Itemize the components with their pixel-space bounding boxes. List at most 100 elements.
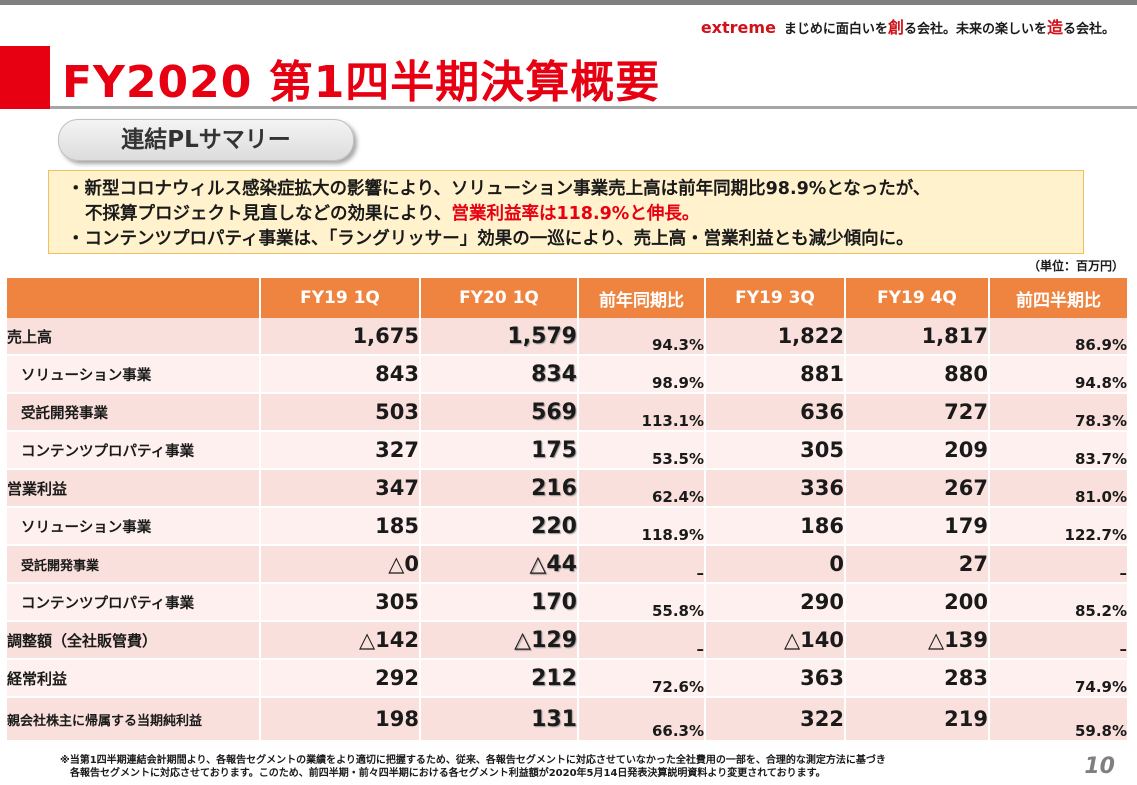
cell-value: △129: [421, 622, 579, 660]
row-label: コンテンツプロパティ事業: [7, 432, 261, 470]
cell-percent: 94.3%: [579, 318, 706, 356]
row-label: 調整額（全社販管費）: [7, 622, 261, 660]
cell-value: 185: [261, 508, 421, 546]
header-qoq: 前四半期比: [990, 278, 1129, 318]
brand-tagline: extreme まじめに面白いを創る会社。未来の楽しいを造る会社。: [701, 14, 1115, 38]
cell-percent: 78.3%: [990, 394, 1129, 432]
pl-summary-table: FY19 1Q FY20 1Q 前年同期比 FY19 3Q FY19 4Q 前四…: [7, 278, 1129, 742]
cell-value: 216: [421, 470, 579, 508]
table-row: ソリューション事業 843 834 98.9% 881 880 94.8%: [7, 356, 1129, 394]
cell-value: 170: [421, 584, 579, 622]
cell-value: 336: [706, 470, 846, 508]
cell-value: 131: [421, 698, 579, 742]
header-fy19-1q: FY19 1Q: [261, 278, 421, 318]
row-label: 受託開発事業: [7, 546, 261, 584]
cell-value: 1,579: [421, 318, 579, 356]
row-label: 営業利益: [7, 470, 261, 508]
table-row: 営業利益 347 216 62.4% 336 267 81.0%: [7, 470, 1129, 508]
cell-percent: –: [579, 622, 706, 660]
row-label: 経常利益: [7, 660, 261, 698]
cell-percent: 74.9%: [990, 660, 1129, 698]
cell-value: 283: [846, 660, 990, 698]
callout-line-3: ・コンテンツプロパティ事業は、「ラングリッサー」効果の一巡により、売上高・営業利…: [67, 229, 914, 249]
cell-value: 200: [846, 584, 990, 622]
cell-value: 220: [421, 508, 579, 546]
callout-line-2: 不採算プロジェクト見直しなどの効果により、営業利益率は118.9%と伸長。: [67, 202, 1083, 227]
cell-percent: 98.9%: [579, 356, 706, 394]
cell-percent: 53.5%: [579, 432, 706, 470]
table-row: 売上高 1,675 1,579 94.3% 1,822 1,817 86.9%: [7, 318, 1129, 356]
cell-value: 322: [706, 698, 846, 742]
cell-percent: 94.8%: [990, 356, 1129, 394]
header-fy20-1q: FY20 1Q: [421, 278, 579, 318]
cell-value: △139: [846, 622, 990, 660]
cell-value: 834: [421, 356, 579, 394]
table-row: コンテンツプロパティ事業 327 175 53.5% 305 209 83.7%: [7, 432, 1129, 470]
cell-value: 0: [706, 546, 846, 584]
row-label: 受託開発事業: [7, 394, 261, 432]
cell-value: 212: [421, 660, 579, 698]
cell-value: 636: [706, 394, 846, 432]
cell-value: 503: [261, 394, 421, 432]
cell-value: △142: [261, 622, 421, 660]
cell-percent: 122.7%: [990, 508, 1129, 546]
footnote: ※当第1四半期連結会計期間より、各報告セグメントの業績をより適切に把握するため、…: [60, 754, 886, 780]
cell-value: 881: [706, 356, 846, 394]
header-fy19-4q: FY19 4Q: [846, 278, 990, 318]
cell-value: 1,675: [261, 318, 421, 356]
cell-value: 179: [846, 508, 990, 546]
cell-percent: –: [579, 546, 706, 584]
row-label: 売上高: [7, 318, 261, 356]
cell-value: 175: [421, 432, 579, 470]
page-title: FY2020 第1四半期決算概要: [62, 57, 661, 108]
tagline-highlight-2: 造: [1046, 18, 1063, 37]
header-yoy: 前年同期比: [579, 278, 706, 318]
callout-highlight: 営業利益率は118.9%と伸長。: [451, 204, 700, 224]
row-label: コンテンツプロパティ事業: [7, 584, 261, 622]
cell-value: 186: [706, 508, 846, 546]
callout-line-1: ・新型コロナウィルス感染症拡大の影響により、ソリューション事業売上高は前年同期比…: [67, 179, 931, 199]
cell-value: 290: [706, 584, 846, 622]
cell-value: 569: [421, 394, 579, 432]
title-underline: [50, 106, 1137, 109]
header-blank: [7, 278, 261, 318]
cell-value: 347: [261, 470, 421, 508]
tagline-part-a: まじめに面白いを: [783, 22, 888, 37]
title-accent-block: [0, 46, 50, 109]
cell-percent: 66.3%: [579, 698, 706, 742]
table-row: 親会社株主に帰属する当期純利益 198 131 66.3% 322 219 59…: [7, 698, 1129, 742]
table-row: コンテンツプロパティ事業 305 170 55.8% 290 200 85.2%: [7, 584, 1129, 622]
table-row: ソリューション事業 185 220 118.9% 186 179 122.7%: [7, 508, 1129, 546]
cell-percent: 118.9%: [579, 508, 706, 546]
cell-percent: 62.4%: [579, 470, 706, 508]
cell-value: 292: [261, 660, 421, 698]
cell-value: △44: [421, 546, 579, 584]
cell-percent: 81.0%: [990, 470, 1129, 508]
cell-value: 305: [706, 432, 846, 470]
section-label: 連結PLサマリー: [58, 119, 354, 161]
cell-value: 1,817: [846, 318, 990, 356]
top-divider: [0, 0, 1137, 5]
cell-percent: 85.2%: [990, 584, 1129, 622]
row-label: ソリューション事業: [7, 508, 261, 546]
table-row: 受託開発事業 △0 △44 – 0 27 –: [7, 546, 1129, 584]
cell-value: 727: [846, 394, 990, 432]
tagline-part-e: る会社。: [1062, 22, 1115, 37]
cell-value: 327: [261, 432, 421, 470]
callout-line-2-text: 不採算プロジェクト見直しなどの効果により、: [85, 204, 452, 224]
unit-label: （単位：百万円）: [1027, 259, 1124, 273]
table-row: 調整額（全社販管費） △142 △129 – △140 △139 –: [7, 622, 1129, 660]
footnote-line-2: 各報告セグメントに対応させております。このため、前四半期・前々四半期における各セ…: [70, 768, 826, 779]
cell-percent: 72.6%: [579, 660, 706, 698]
cell-percent: 86.9%: [990, 318, 1129, 356]
cell-percent: 59.8%: [990, 698, 1129, 742]
cell-value: 198: [261, 698, 421, 742]
cell-value: 843: [261, 356, 421, 394]
cell-value: 219: [846, 698, 990, 742]
page-number: 10: [1084, 754, 1115, 779]
brand-logo: extreme: [700, 18, 776, 37]
cell-value: 267: [846, 470, 990, 508]
row-label: 親会社株主に帰属する当期純利益: [7, 698, 261, 742]
cell-percent: 113.1%: [579, 394, 706, 432]
cell-value: 305: [261, 584, 421, 622]
